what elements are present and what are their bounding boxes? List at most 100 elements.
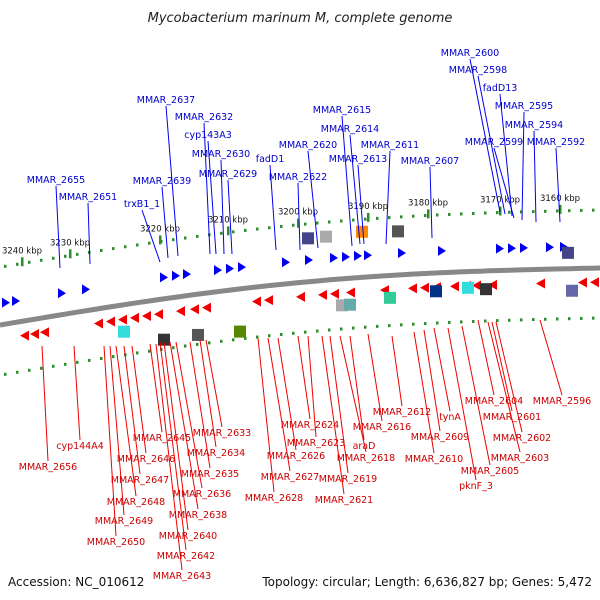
reverse-gene-label: MMAR_2627 [261,472,319,483]
ring-dot [400,215,403,219]
ring-dot [448,212,451,216]
gene-labels: MMAR_2600 MMAR_2598 fadD13 MMAR_2595 MMAR_25… [19,48,591,582]
reverse-label-leader [477,319,495,396]
forward-gene-arrow [82,284,90,295]
reverse-gene-label: MMAR_2604 [465,396,523,407]
ring-dot [52,364,55,368]
forward-gene-label: MMAR_2594 [505,120,563,131]
forward-gene-label: MMAR_2629 [199,169,257,180]
forward-label-leader [521,111,525,221]
ring-dot [520,318,523,322]
ring-dot [412,322,415,326]
feature-block [234,325,246,338]
forward-gene-arrow [342,251,350,262]
forward-label-leader [269,164,277,251]
forward-gene-label: MMAR_2592 [527,137,585,148]
forward-gene-label: fadD13 [483,83,518,94]
reverse-gene-label: MMAR_2649 [95,516,153,527]
reverse-gene-label: araD [353,441,376,452]
ring-dot [340,327,343,331]
reverse-label-leader [155,343,183,571]
backbone-line [0,265,600,328]
ring-dot [280,224,283,228]
reverse-gene-label: MMAR_2634 [187,448,245,459]
accession-text: Accession: NC_010612 [8,575,144,589]
forward-label-leader [207,140,217,255]
forward-gene-arrow [508,243,516,254]
reverse-label-leader [257,337,275,493]
kbp-tick-mark [159,235,162,245]
ring-dot [184,344,187,348]
reverse-label-leader [367,333,383,422]
ring-dot [304,222,307,226]
reverse-gene-arrow [318,289,327,300]
reverse-gene-label: MMAR_2642 [157,551,215,562]
ring-dot [508,318,511,322]
ring-dot [520,210,523,214]
reverse-gene-arrow [94,318,103,329]
ring-dot [196,342,199,346]
forward-gene-label: MMAR_2614 [321,124,379,135]
kbp-tick-label: 3170 kbp [480,196,520,206]
forward-gene-label: MMAR_2637 [137,95,195,106]
kbp-tick-label: 3210 kbp [208,215,248,225]
reverse-label-leader [391,335,403,407]
ring-dot [352,218,355,222]
feature-block [392,225,404,238]
ring-dot [328,328,331,332]
reverse-label-leader [491,321,513,412]
feature-block [158,333,170,346]
reverse-gene-arrow [30,328,39,339]
reverse-gene-label: MMAR_2612 [373,407,431,418]
ring-dot [232,338,235,342]
reverse-gene-arrow [118,314,127,325]
forward-label-leader [87,202,91,265]
reverse-label-leader [495,321,523,433]
reverse-label-leader [339,335,367,453]
ring-dot [292,331,295,335]
ring-dot [184,236,187,240]
ring-dot [484,319,487,323]
kbp-tick-label: 3220 kbp [140,224,180,234]
ring-dot [28,260,31,264]
forward-gene-label: MMAR_2598 [449,65,507,76]
forward-gene-arrow [238,262,246,273]
reverse-label-leader [175,341,203,489]
reverse-label-leader [433,327,451,412]
reverse-label-leader [539,319,563,396]
forward-label-leader [307,150,319,249]
reverse-gene-label: pknF_3 [459,481,493,492]
forward-gene-arrow [58,288,66,299]
forward-label-leader [220,159,225,255]
ring-dot [304,330,307,334]
ring-dot [484,211,487,215]
ring-dot [424,322,427,326]
reverse-gene-arrow [154,309,163,320]
reverse-gene-label: MMAR_2636 [173,489,231,500]
ring-dot [112,247,115,251]
reverse-gene-label: MMAR_2603 [491,453,549,464]
reverse-gene-label: cyp144A4 [56,441,104,452]
reverse-gene-label: MMAR_2650 [87,537,145,548]
kbp-tick-label: 3230 kbp [50,238,90,248]
reverse-gene-arrow [420,282,429,293]
ring-dot [400,323,403,327]
reverse-label-leader [131,345,147,454]
ring-dot [196,234,199,238]
kbp-ticks: 3240 kbp 3230 kbp 3220 kbp 3210 kbp 3200 kbp… [2,194,595,376]
ring-dot [592,316,595,320]
ring-dot [364,325,367,329]
ring-dot [460,212,463,216]
ring-dot [352,326,355,330]
reverse-gene-arrow [190,304,199,315]
ring-dot [244,228,247,232]
ring-dot [532,210,535,214]
ring-dot [316,329,319,333]
forward-gene-label: cyp143A3 [184,130,232,141]
forward-label-leader [227,179,233,255]
forward-label-leader [357,164,365,245]
reverse-gene-arrow [20,330,29,341]
forward-gene-arrow [214,265,222,276]
ring-dot [136,243,139,247]
